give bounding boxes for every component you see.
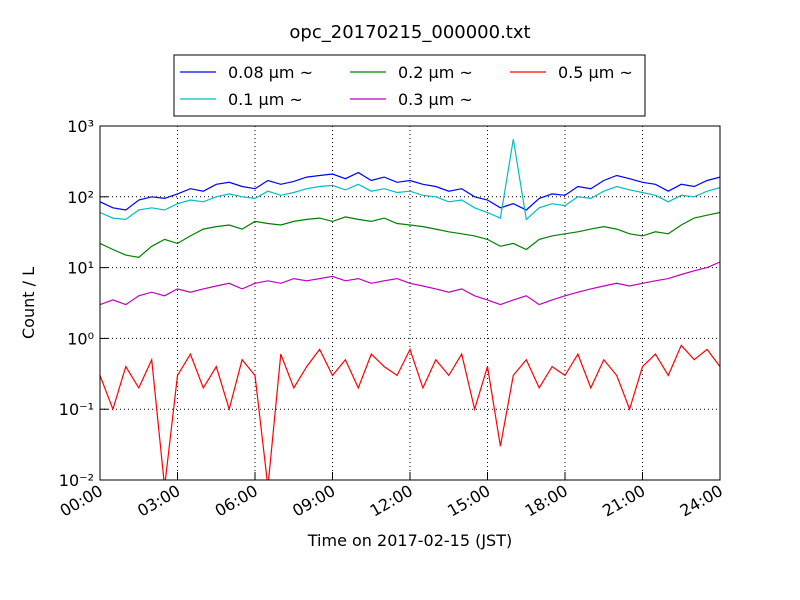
series-line: [100, 344, 720, 480]
y-tick-label: 10³: [67, 117, 94, 136]
series-line: [100, 139, 720, 221]
plot-frame: [99, 125, 721, 481]
y-tick-label: 10⁻¹: [59, 400, 94, 419]
legend-label: 0.08 μm ~: [228, 63, 313, 82]
series-line: [100, 261, 720, 306]
plot-lines: [100, 139, 720, 480]
legend-label: 0.3 μm ~: [398, 90, 473, 109]
chart-title: opc_20170215_000000.txt: [289, 22, 530, 43]
series-line: [100, 171, 720, 211]
legend-label: 0.1 μm ~: [228, 90, 303, 109]
legend-label: 0.2 μm ~: [398, 63, 473, 82]
y-tick-label: 10²: [67, 188, 94, 207]
y-tick-label: 10⁰: [67, 329, 94, 348]
y-tick-label: 10⁻²: [59, 471, 94, 490]
legend-label: 0.5 μm ~: [558, 63, 633, 82]
legend-box: [173, 54, 646, 117]
x-axis-label: Time on 2017-02-15 (JST): [307, 531, 512, 550]
y-tick-label: 10¹: [67, 259, 94, 278]
series-line: [100, 211, 720, 258]
y-axis-label: Count / L: [19, 267, 38, 339]
